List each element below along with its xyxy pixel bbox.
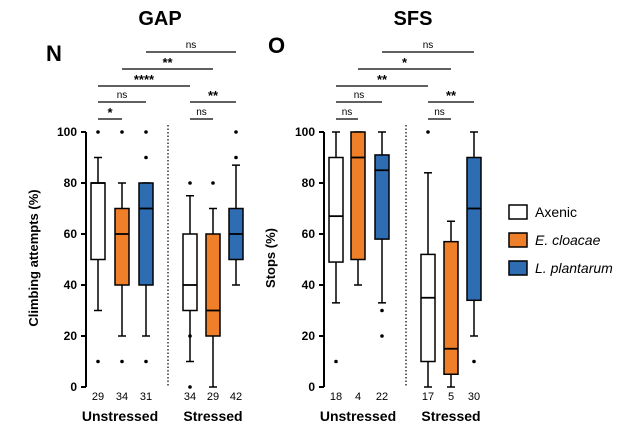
sample-size-label: 29 [207, 391, 219, 403]
significance-label: * [402, 55, 408, 70]
box-plot [420, 130, 436, 388]
y-tick-label: 100 [57, 125, 77, 139]
significance-label: ** [446, 88, 457, 103]
box-plot [138, 130, 154, 364]
box-plot [328, 131, 344, 364]
box-iqr [114, 207, 130, 286]
y-tick-label: 40 [302, 278, 316, 292]
box-iqr [90, 182, 106, 261]
y-tick-label: 80 [302, 176, 316, 190]
outlier-point [426, 130, 430, 134]
sample-size-label: 29 [92, 391, 104, 403]
box-plot [205, 181, 221, 388]
outlier-point [472, 359, 476, 364]
outlier-point [334, 359, 338, 364]
group-label: Unstressed [82, 408, 158, 424]
chart-title: SFS [394, 8, 433, 30]
outlier-point [144, 130, 148, 134]
sample-size-label: 22 [376, 391, 388, 403]
outlier-point [144, 155, 148, 160]
outlier-point [188, 385, 192, 389]
y-tick-label: 80 [64, 176, 78, 190]
outlier-point [211, 181, 215, 185]
box-plot [182, 181, 198, 389]
box-plot [114, 130, 130, 364]
outlier-point [380, 308, 384, 313]
box-iqr [182, 233, 198, 312]
group-label: Stressed [183, 408, 242, 424]
y-tick-label: 0 [308, 380, 315, 394]
sfs-chart: O SFS Stops (%) 0 20 40 60 80 100 18 4 22 17 5 30 Un… [263, 8, 482, 424]
outlier-point [96, 130, 100, 134]
legend-swatch [508, 260, 528, 276]
legend-swatch [508, 204, 528, 220]
significance-label: ** [162, 55, 173, 70]
outlier-point [234, 130, 238, 134]
box-iqr [350, 131, 366, 261]
y-tick-label: 20 [302, 329, 316, 343]
outlier-point [120, 130, 124, 134]
box-iqr [420, 253, 436, 363]
outlier-point [120, 359, 124, 364]
sample-size-label: 34 [116, 391, 128, 403]
significance-label: ns [423, 40, 434, 51]
significance-label: ns [354, 90, 365, 101]
gap-chart: N GAP Climbing attempts (%) 0 20 40 60 80 100… [26, 8, 244, 424]
group-label: Stressed [421, 408, 480, 424]
outlier-point [380, 334, 384, 338]
significance-label: ns [196, 107, 207, 118]
y-tick-label: 60 [302, 227, 316, 241]
significance-label: ns [342, 107, 353, 118]
box-plot [443, 220, 459, 388]
significance-label: **** [134, 72, 155, 87]
group-label: Unstressed [320, 408, 396, 424]
box-plot [466, 131, 482, 364]
box-iqr [328, 156, 344, 263]
sample-size-label: 31 [140, 391, 152, 403]
y-tick-label: 40 [64, 278, 78, 292]
y-tick-label: 100 [295, 125, 315, 139]
sample-size-label: 30 [468, 391, 480, 403]
outlier-point [144, 359, 148, 364]
box-iqr [466, 156, 482, 302]
box-plot [350, 131, 366, 286]
sample-size-label: 4 [355, 391, 361, 403]
chart-title: GAP [138, 8, 181, 30]
box-plot [228, 130, 244, 286]
outlier-point [96, 359, 100, 364]
significance-label: ** [377, 72, 388, 87]
legend: Axenic E. cloacae L. plantarum [508, 204, 613, 276]
y-axis-label: Climbing attempts (%) [26, 189, 41, 326]
box-iqr [138, 182, 154, 286]
y-tick-label: 0 [70, 380, 77, 394]
panel-letter: O [268, 33, 285, 58]
legend-swatch [508, 232, 528, 248]
outlier-point [234, 155, 238, 160]
sample-size-label: 17 [422, 391, 434, 403]
box-iqr [205, 233, 221, 337]
sample-size-label: 5 [448, 391, 454, 403]
y-tick-label: 60 [64, 227, 78, 241]
box-plot [90, 130, 106, 364]
significance-label: ns [117, 90, 128, 101]
significance-label: ns [186, 40, 197, 51]
significance-label: * [107, 105, 113, 120]
outlier-point [188, 181, 192, 185]
sample-size-label: 18 [330, 391, 342, 403]
significance-label: ** [208, 88, 219, 103]
box-iqr [374, 154, 390, 240]
box-plot [374, 131, 390, 338]
legend-label: Axenic [535, 204, 577, 220]
sample-size-label: 34 [184, 391, 196, 403]
box-iqr [443, 240, 459, 375]
legend-label: E. cloacae [535, 232, 601, 248]
significance-label: ns [434, 107, 445, 118]
outlier-point [188, 334, 192, 338]
panel-letter: N [46, 41, 62, 66]
legend-label: L. plantarum [535, 260, 613, 276]
sample-size-label: 42 [230, 391, 242, 403]
y-tick-label: 20 [64, 329, 78, 343]
y-axis-label: Stops (%) [263, 228, 278, 288]
